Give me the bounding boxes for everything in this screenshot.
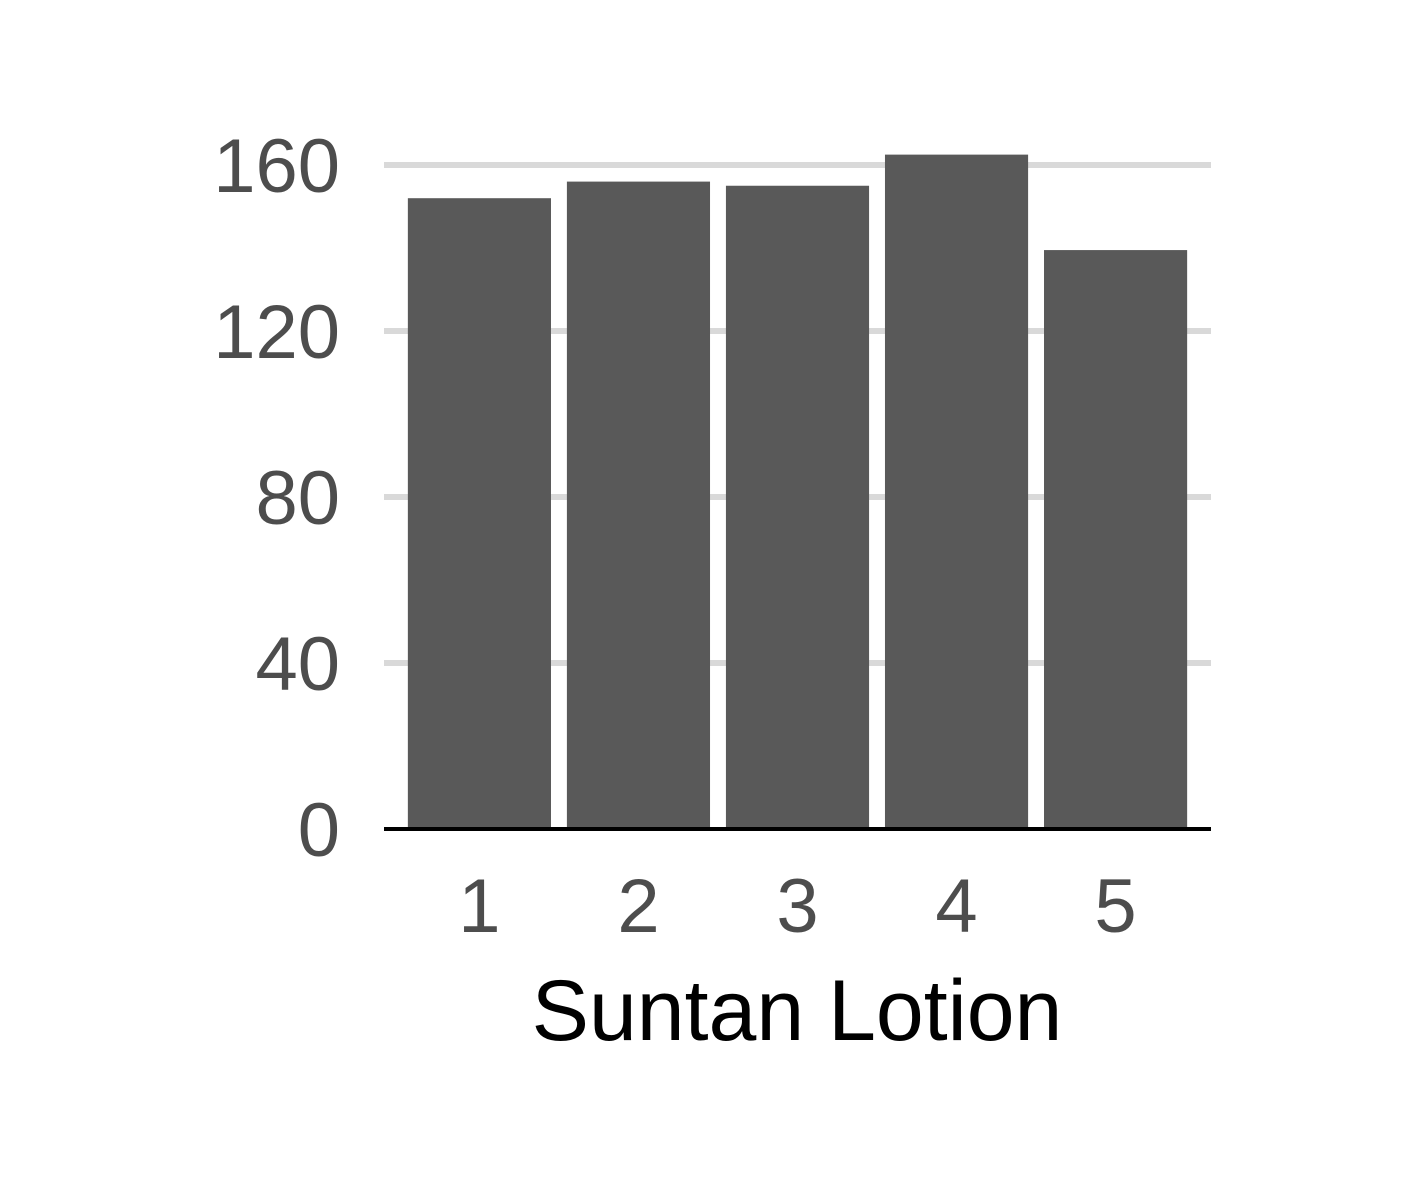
x-tick-label: 5	[1094, 864, 1136, 949]
y-tick-label: 160	[213, 124, 340, 209]
x-tick-labels: 1 2 3 4 5	[458, 864, 1136, 949]
y-tick-label: 0	[298, 788, 340, 873]
y-tick-label: 120	[213, 290, 340, 375]
x-tick-label: 1	[458, 864, 500, 949]
bar-3	[725, 185, 870, 829]
x-axis-title: Suntan Lotion	[532, 963, 1063, 1059]
x-tick-label: 4	[935, 864, 977, 949]
bar-5	[1044, 250, 1188, 829]
bar-4	[884, 154, 1029, 829]
bar-1	[407, 198, 551, 829]
y-tick-label: 80	[255, 456, 340, 541]
y-tick-label: 40	[255, 622, 340, 707]
x-tick-label: 2	[617, 864, 659, 949]
bar-2	[566, 181, 711, 830]
y-tick-labels: 0 40 80 120 160	[213, 124, 340, 873]
x-tick-label: 3	[776, 864, 818, 949]
bars	[407, 154, 1188, 830]
